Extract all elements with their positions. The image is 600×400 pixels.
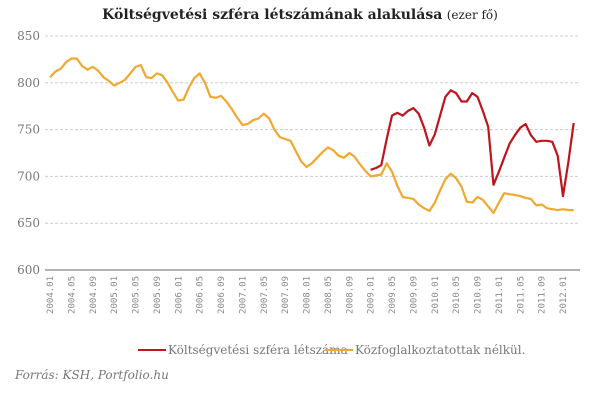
x-tick-label: 2005.09 [153,276,163,314]
x-tick-label: 2005.05 [132,276,142,314]
x-tick-label: 2006.01 [174,276,184,314]
legend-label-red: Költségvetési szféra létszáma [168,343,348,357]
y-tick-label: 600 [17,263,40,277]
x-tick-label: 2006.09 [217,276,227,314]
x-tick-label: 2010.09 [474,276,484,314]
y-tick-label: 750 [17,123,40,137]
x-tick-label: 2010.05 [452,276,462,314]
title-unit: (ezer fő) [446,8,498,22]
x-tick-label: 2007.09 [281,276,291,314]
legend-item-orange: Közfoglalkoztatottak nélkül. [325,343,525,357]
x-tick-label: 2004.05 [67,276,77,314]
series-line-orange [49,57,574,214]
x-tick-label: 2008.09 [345,276,355,314]
line-chart: 600 650 700 750 800 850 2004.01 2004.05 2004.09 2… [17,29,580,314]
x-tick-label: 2004.09 [89,276,99,314]
y-tick-label: 800 [17,76,40,90]
x-tick-label: 2006.05 [196,276,206,314]
series-line-red [370,89,575,198]
x-tick-label: 2007.01 [238,276,248,314]
x-tick-label: 2012.01 [559,276,569,314]
legend-swatch-red [138,349,166,351]
x-tick-label: 2009.01 [367,276,377,314]
y-tick-label: 700 [17,169,40,183]
chart-title: Költségvetési szféra létszámának alakulá… [0,7,600,23]
x-tick-label: 2005.01 [110,276,120,314]
x-tick-label: 2009.09 [409,276,419,314]
legend-swatch-orange [325,349,353,351]
source-note: Forrás: KSH, Portfolio.hu [15,368,169,382]
x-tick-label: 2011.09 [538,276,548,314]
y-tick-label: 650 [17,216,40,230]
x-tick-label: 2007.05 [260,276,270,314]
legend-label-orange: Közfoglalkoztatottak nélkül. [355,343,526,357]
x-tick-label: 2008.01 [303,276,313,314]
x-tick-label: 2010.01 [431,276,441,314]
x-tick-label: 2004.01 [46,276,56,314]
title-text: Költségvetési szféra létszámának alakulá… [102,7,443,23]
y-tick-label: 850 [17,29,40,43]
x-tick-label: 2011.05 [516,276,526,314]
x-tick-label: 2011.01 [495,276,505,314]
x-tick-label: 2009.05 [388,276,398,314]
x-tick-label: 2008.05 [324,276,334,314]
legend-item-red: Költségvetési szféra létszáma [138,343,348,357]
